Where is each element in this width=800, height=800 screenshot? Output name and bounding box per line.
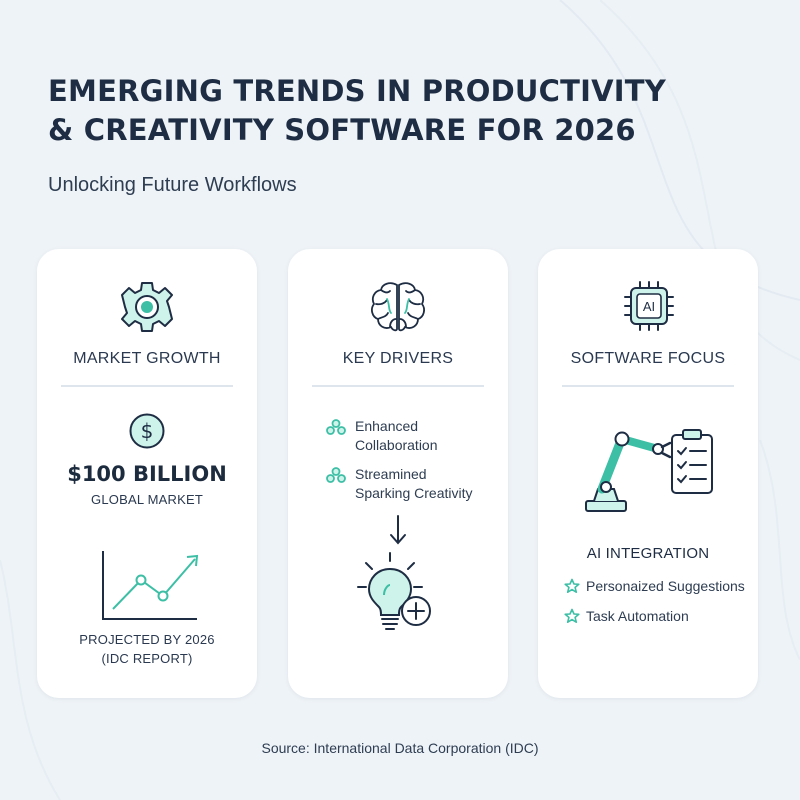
divider	[312, 385, 484, 387]
page-title: EMERGING TRENDS IN PRODUCTIVITY & CREATI…	[48, 72, 768, 150]
lightbulb-plus-icon	[357, 552, 431, 630]
divider	[562, 385, 734, 387]
driver-line-2: Sparking Creativity	[355, 485, 473, 501]
page-subtitle: Unlocking Future Workflows	[48, 174, 297, 196]
star-icon	[564, 578, 580, 593]
footnote-line-2: (IDC REPORT)	[101, 651, 193, 666]
network-icon	[326, 467, 346, 483]
software-focus-card: AI SOFTWARE FOCUS AI INTEGRATION Persona…	[538, 249, 758, 698]
software-focus-title: SOFTWARE FOCUS	[570, 350, 726, 367]
focus-item-label: Task Automation	[586, 608, 689, 624]
title-line-2: & CREATIVITY SOFTWARE FOR 2026	[48, 113, 636, 147]
arrow-down-icon	[390, 515, 406, 545]
growth-line-chart-icon	[102, 551, 199, 620]
market-growth-title: MARKET GROWTH	[73, 350, 221, 367]
gear-icon	[121, 282, 173, 332]
ai-integration-heading: AI INTEGRATION	[586, 545, 710, 562]
dollar-icon: $	[129, 413, 165, 449]
robot-arm-checklist-icon	[585, 429, 713, 512]
market-value: $100 BILLION	[67, 462, 227, 486]
key-drivers-card: KEY DRIVERS Enhanced Collaboration Strea…	[288, 249, 508, 698]
network-icon	[326, 419, 346, 435]
svg-text:$: $	[141, 419, 154, 443]
source-footer: Source: International Data Corporation (…	[261, 740, 539, 756]
key-drivers-title: KEY DRIVERS	[342, 350, 454, 367]
footnote-line-1: PROJECTED BY 2026	[79, 632, 215, 647]
market-growth-card: MARKET GROWTH $ $100 BILLION GLOBAL MARK…	[37, 249, 257, 698]
ai-chip-label: AI	[643, 299, 655, 314]
driver-line-1: Enhanced	[355, 418, 419, 434]
ai-chip-icon: AI	[624, 281, 674, 331]
focus-item-label: Personaized Suggestions	[586, 578, 745, 594]
star-icon	[564, 608, 580, 623]
market-value-caption: GLOBAL MARKET	[91, 492, 203, 507]
brain-icon	[371, 282, 425, 332]
driver-line-1: Streamined	[355, 466, 427, 482]
driver-line-2: Collaboration	[355, 437, 438, 453]
title-line-1: EMERGING TRENDS IN PRODUCTIVITY	[48, 74, 666, 108]
divider	[61, 385, 233, 387]
